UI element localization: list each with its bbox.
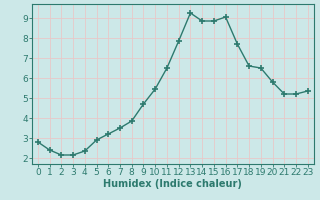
X-axis label: Humidex (Indice chaleur): Humidex (Indice chaleur) — [103, 179, 242, 189]
